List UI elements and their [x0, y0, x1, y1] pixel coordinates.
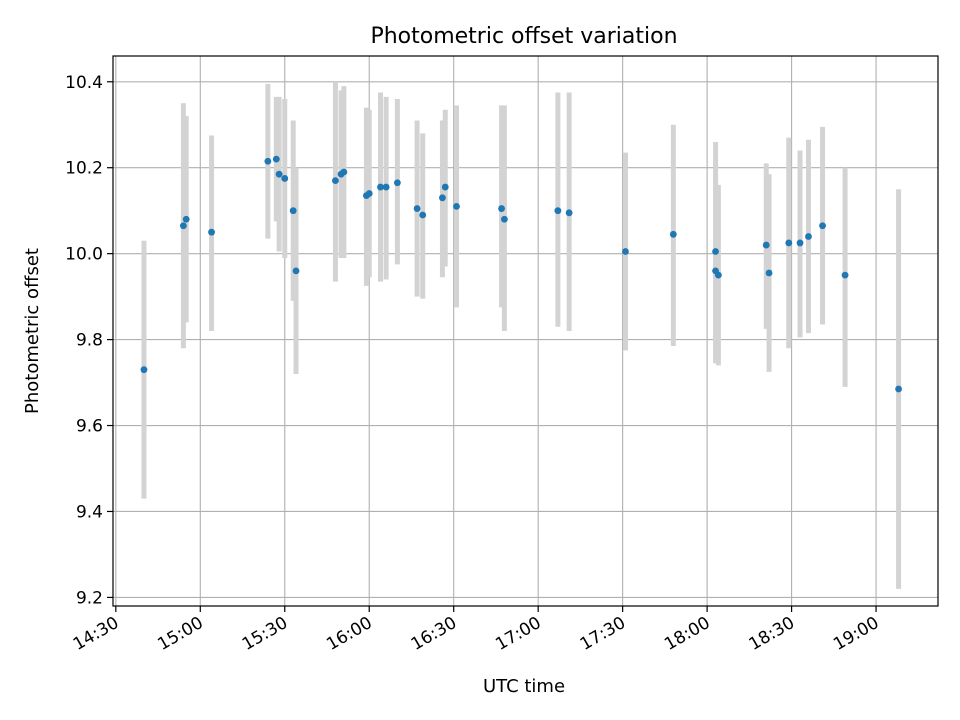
x-tick-label: 18:30 [746, 613, 798, 655]
x-tick-label: 15:00 [154, 613, 206, 655]
data-point [382, 183, 390, 191]
data-point [765, 269, 773, 277]
y-tick-label: 9.2 [76, 588, 103, 608]
data-point [785, 239, 793, 247]
x-tick-label: 16:30 [408, 613, 460, 655]
data-point [895, 385, 902, 393]
x-tick-label: 16:00 [323, 613, 375, 655]
grid-layer [113, 56, 938, 606]
x-axis-label: UTC time [483, 676, 565, 697]
data-point [275, 170, 283, 178]
y-tick-label: 9.6 [76, 417, 103, 437]
data-point [140, 366, 148, 374]
data-point [340, 168, 348, 176]
data-point [841, 271, 849, 279]
data-point [332, 177, 339, 185]
data-point [413, 205, 421, 212]
y-tick-label: 10.0 [65, 245, 103, 265]
data-point [208, 228, 215, 236]
data-point [796, 239, 804, 247]
data-point [292, 267, 300, 275]
data-point [289, 207, 297, 215]
data-point [669, 230, 677, 238]
data-point [264, 157, 272, 165]
data-point [441, 183, 449, 191]
y-tick-label: 10.4 [65, 73, 103, 93]
data-point [272, 155, 280, 163]
point-layer [140, 155, 902, 393]
y-tick-label: 9.8 [76, 331, 103, 351]
x-tick-label: 14:30 [70, 613, 122, 655]
data-point [714, 271, 722, 279]
x-tick-label: 17:00 [492, 613, 544, 655]
data-point [393, 179, 401, 187]
chart-title: Photometric offset variation [370, 24, 677, 49]
y-axis-ticks: 9.2 9.4 9.6 9.8 10.0 10.2 10.4 [65, 73, 113, 608]
data-point [377, 183, 384, 191]
y-axis-label: Photometric offset [22, 248, 43, 414]
plot-frame [112, 55, 939, 607]
x-tick-label: 17:30 [577, 613, 629, 655]
data-point [498, 205, 505, 212]
data-point [453, 202, 460, 210]
y-tick-label: 10.2 [65, 159, 103, 179]
data-point [622, 248, 629, 255]
y-tick-label: 9.4 [76, 502, 103, 522]
data-point [419, 211, 427, 219]
data-point [281, 175, 289, 182]
errorbar-layer [141, 81, 902, 589]
x-tick-label: 15:30 [239, 613, 291, 655]
data-point [500, 215, 508, 223]
data-point [712, 248, 719, 255]
x-axis-ticks: 14:30 15:00 15:30 16:00 16:30 17:00 17:30 18:00… [70, 606, 883, 655]
data-point [762, 241, 770, 249]
data-point [179, 222, 187, 230]
data-point [182, 215, 190, 223]
data-point [439, 194, 446, 202]
data-point [554, 207, 562, 215]
data-point [365, 190, 373, 197]
data-point [819, 222, 826, 230]
x-tick-label: 19:00 [830, 613, 882, 655]
data-point [565, 209, 573, 217]
x-tick-label: 18:00 [661, 613, 713, 655]
data-point [805, 233, 812, 240]
